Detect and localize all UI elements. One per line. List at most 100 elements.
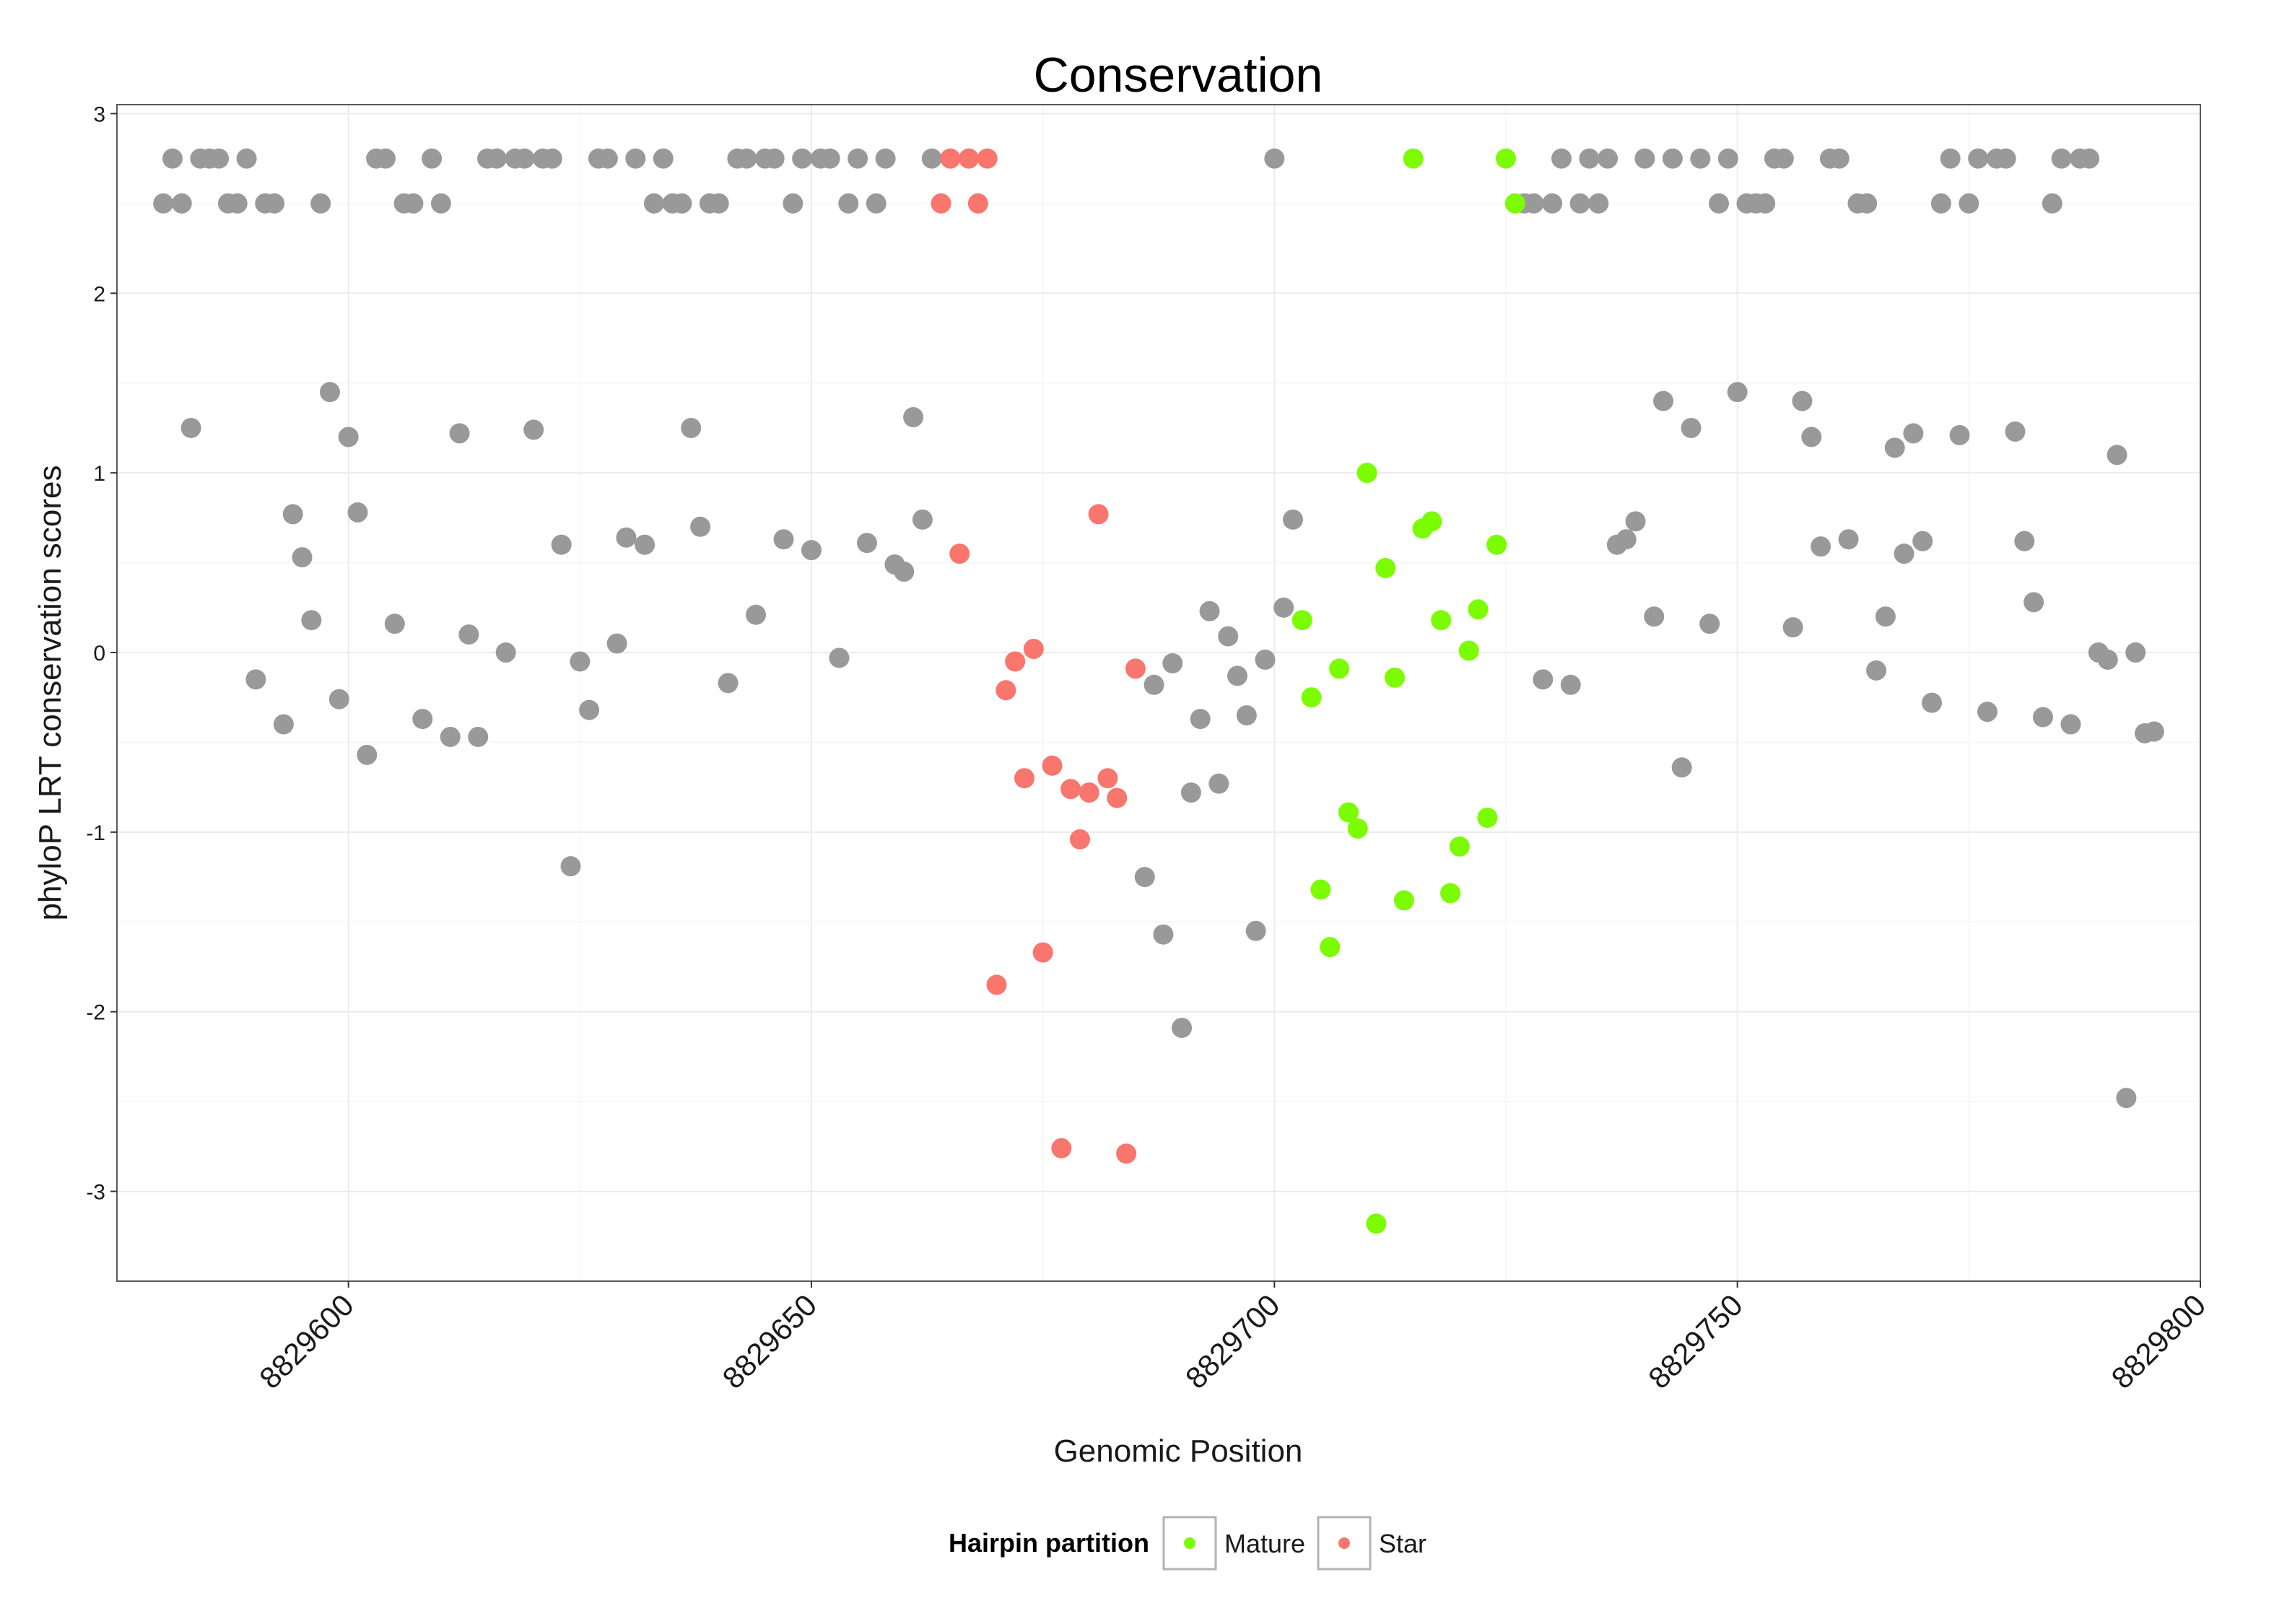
- data-point-background: [708, 193, 729, 214]
- data-point-background: [570, 651, 591, 672]
- data-point-background: [1199, 601, 1220, 621]
- legend-title: Hairpin partition: [949, 1528, 1149, 1558]
- data-point-background: [384, 614, 405, 634]
- data-point-mature: [1338, 802, 1359, 823]
- data-point-star: [1032, 942, 1053, 963]
- data-point-background: [1671, 757, 1692, 778]
- data-point-background: [838, 193, 859, 214]
- data-point-background: [1134, 867, 1155, 888]
- data-point-background: [2116, 1088, 2137, 1109]
- data-point-background: [458, 624, 479, 645]
- data-point-background: [1690, 148, 1711, 169]
- data-point-background: [764, 148, 785, 169]
- data-point-background: [1884, 437, 1905, 458]
- data-point-background: [1949, 424, 1970, 445]
- data-point-background: [1782, 617, 1803, 638]
- data-point-background: [2023, 592, 2044, 613]
- data-point-background: [347, 502, 368, 523]
- data-point-background: [1922, 692, 1943, 713]
- data-point-background: [1236, 705, 1257, 726]
- data-point-background: [153, 193, 174, 214]
- data-point-background: [912, 509, 933, 530]
- data-point-background: [1829, 148, 1850, 169]
- data-point-mature: [1440, 883, 1461, 904]
- data-point-background: [1662, 148, 1683, 169]
- data-point-background: [875, 148, 896, 169]
- data-point-background: [310, 193, 331, 214]
- legend-label-star: Star: [1379, 1529, 1426, 1558]
- data-point-background: [1801, 427, 1822, 448]
- data-point-background: [1190, 709, 1211, 730]
- data-point-background: [866, 193, 886, 214]
- y-tick-label: -2: [86, 1001, 105, 1025]
- data-point-star: [986, 974, 1007, 995]
- data-point-background: [643, 193, 664, 214]
- data-point-background: [320, 382, 341, 403]
- data-point-background: [264, 193, 285, 214]
- data-point-background: [848, 148, 868, 169]
- data-point-background: [1273, 597, 1294, 618]
- data-point-mature: [1393, 890, 1414, 911]
- data-point-background: [1255, 649, 1276, 670]
- data-point-background: [819, 148, 840, 169]
- data-point-star: [940, 148, 961, 169]
- data-point-background: [783, 193, 803, 214]
- data-point-mature: [1375, 558, 1396, 579]
- data-point-background: [412, 709, 433, 730]
- data-point-background: [2014, 531, 2035, 551]
- data-point-background: [829, 647, 850, 668]
- data-point-background: [282, 504, 303, 525]
- chart-title: Conservation: [1034, 48, 1323, 102]
- data-point-mature: [1477, 807, 1498, 828]
- data-point-background: [245, 669, 266, 690]
- data-point-background: [273, 714, 294, 735]
- data-point-background: [1264, 148, 1285, 169]
- y-tick-label: 1: [93, 462, 105, 486]
- data-point-background: [1995, 148, 2016, 169]
- data-point-star: [1023, 639, 1044, 660]
- data-point-background: [1533, 669, 1554, 690]
- data-point-background: [894, 562, 915, 582]
- data-point-background: [1644, 606, 1665, 627]
- data-point-star: [1060, 779, 1081, 800]
- data-point-star: [949, 543, 970, 564]
- data-point-mature: [1486, 534, 1507, 555]
- y-axis-title: phyloP LRT conservation scores: [32, 465, 68, 920]
- data-point-background: [671, 193, 692, 214]
- data-point-background: [171, 193, 192, 214]
- data-point-mature: [1310, 879, 1331, 900]
- data-point-background: [1162, 652, 1183, 673]
- data-point-star: [1069, 829, 1090, 850]
- series-background: [153, 148, 2164, 1109]
- data-point-background: [1894, 543, 1914, 564]
- data-point-mature: [1329, 658, 1350, 679]
- data-point-background: [449, 423, 470, 444]
- data-points: [153, 148, 2164, 1234]
- data-point-mature: [1366, 1213, 1387, 1234]
- data-point-background: [2060, 714, 2081, 735]
- data-point-background: [1699, 614, 1720, 634]
- data-point-mature: [1301, 687, 1322, 708]
- data-point-background: [1681, 417, 1702, 438]
- data-point-mature: [1458, 640, 1479, 661]
- data-point-background: [180, 417, 201, 438]
- legend-marker-mature: [1184, 1537, 1195, 1549]
- data-point-background: [440, 726, 461, 747]
- data-point-background: [1560, 674, 1581, 695]
- data-point-background: [292, 547, 313, 568]
- data-point-background: [579, 699, 600, 720]
- y-tick-label: -1: [86, 821, 105, 845]
- data-point-star: [1088, 504, 1109, 525]
- data-point-star: [959, 148, 980, 169]
- data-point-background: [1838, 529, 1859, 550]
- data-point-mature: [1431, 610, 1452, 631]
- data-point-background: [1227, 665, 1248, 686]
- data-point-background: [1218, 626, 1239, 647]
- data-point-background: [1245, 920, 1266, 941]
- data-point-background: [1959, 193, 1979, 214]
- data-point-star: [967, 193, 988, 214]
- plot-panel-border: [116, 104, 2201, 1282]
- y-tick-label: 0: [93, 642, 105, 665]
